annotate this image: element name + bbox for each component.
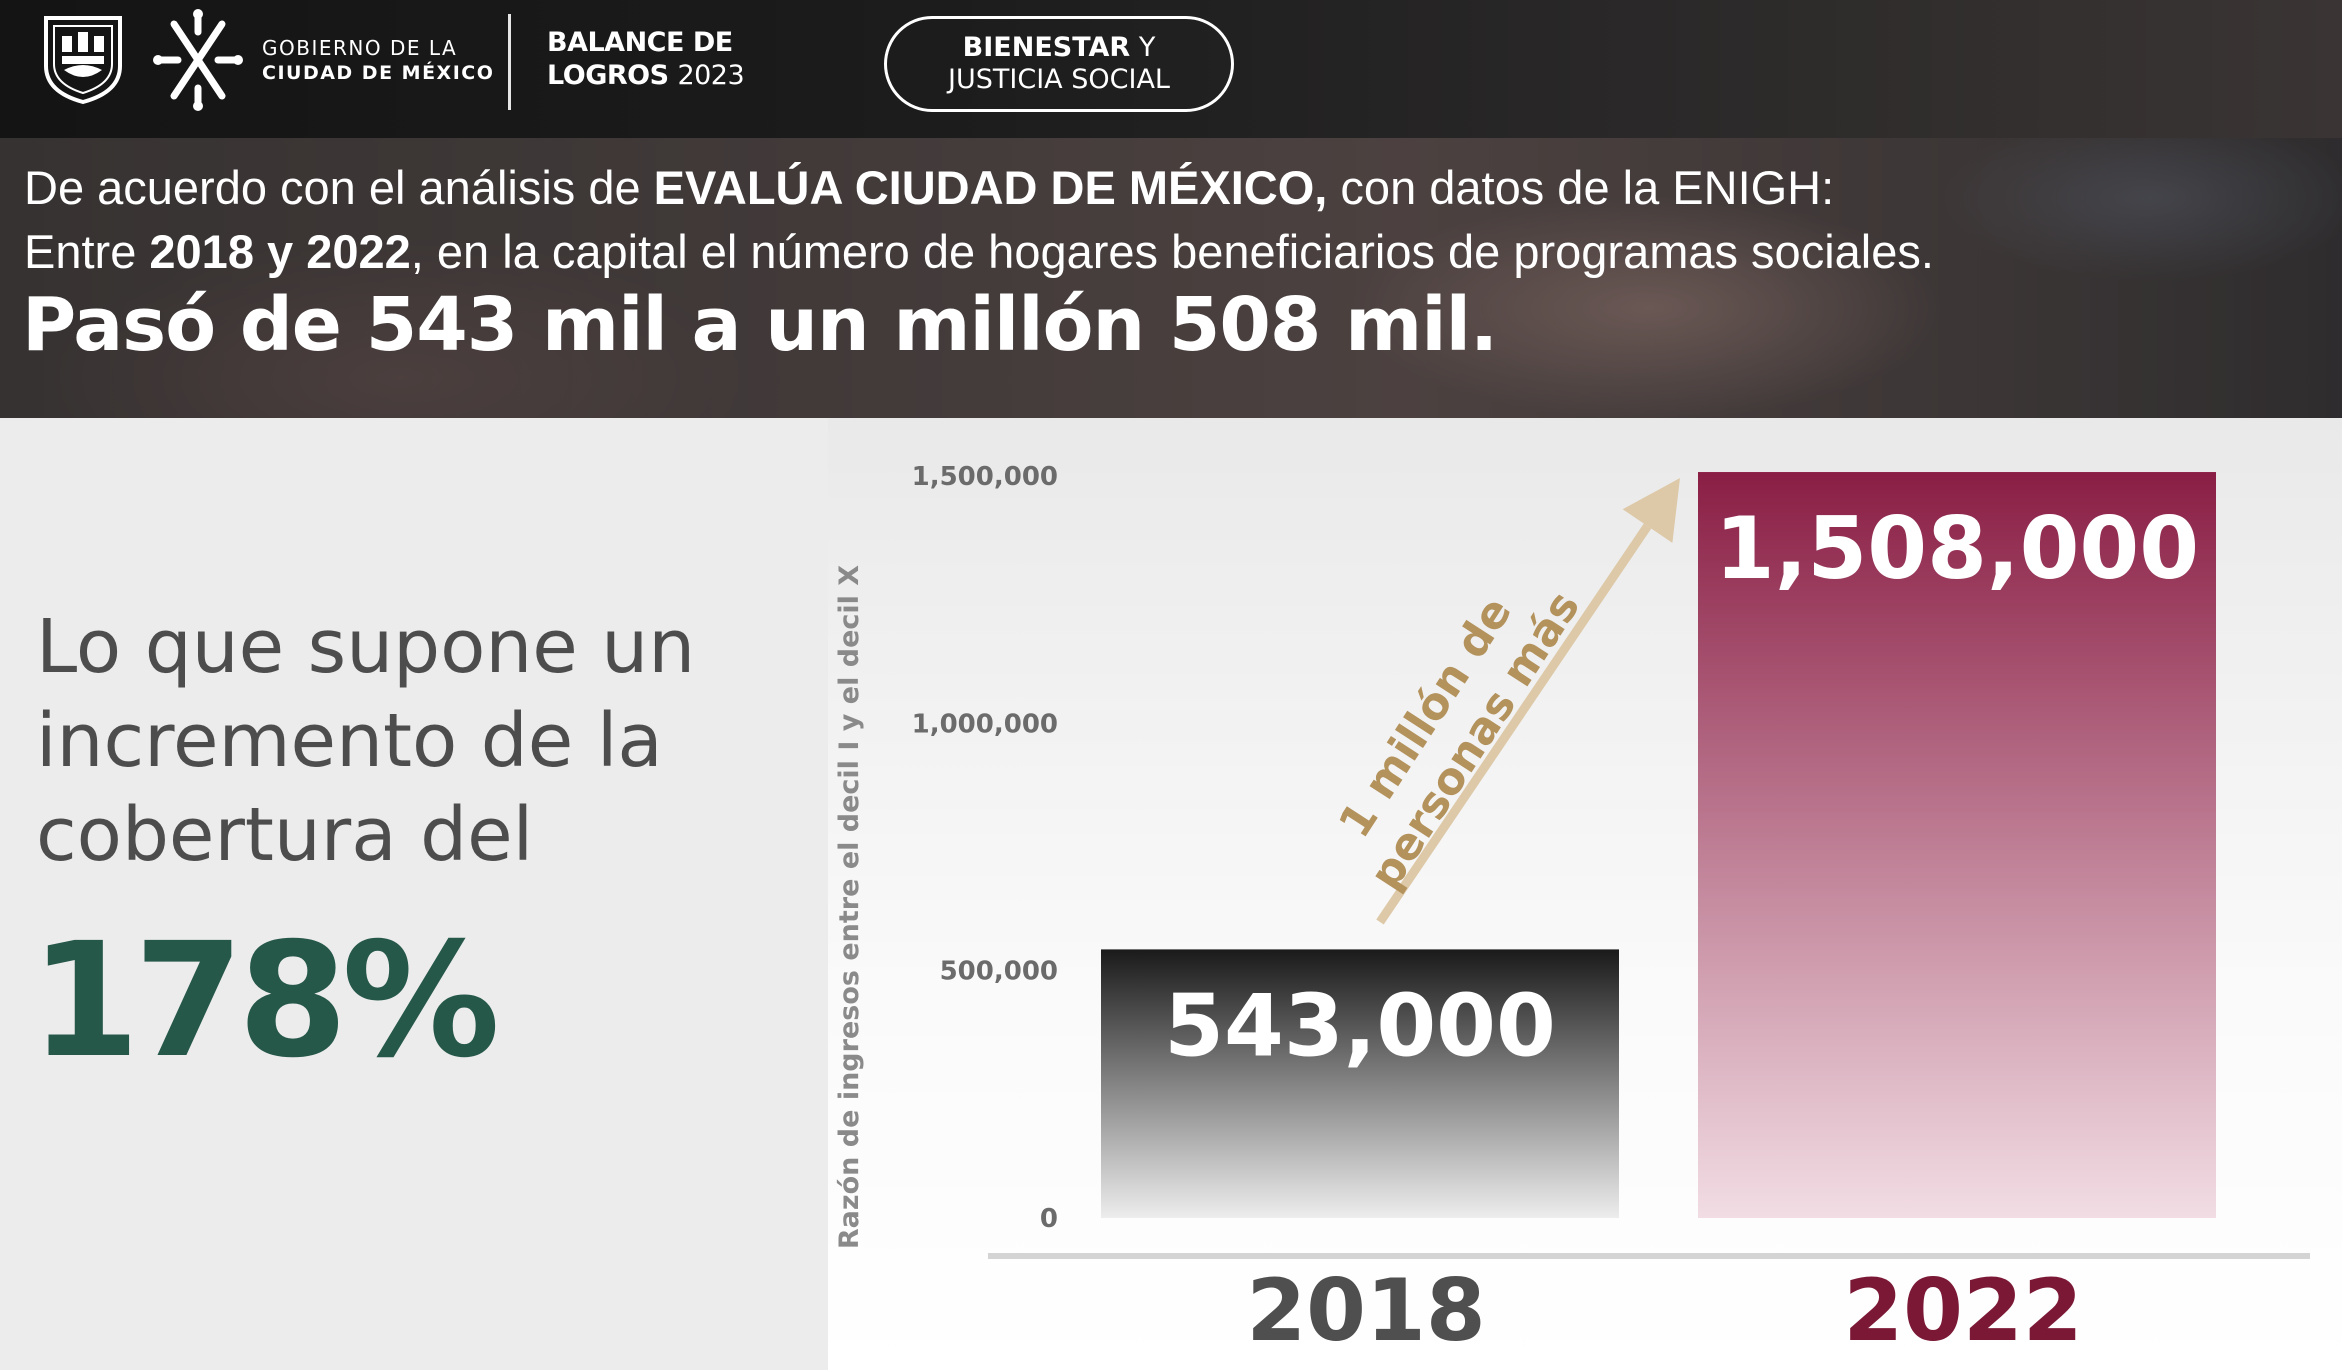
x-category-label: 2022 [1843,1261,2082,1361]
intro-l2-a: Entre [24,225,150,278]
intro-l2-c: , en la capital el número de hogares ben… [410,225,1934,278]
header-divider [508,14,511,110]
y-tick-label: 1,000,000 [912,709,1058,739]
x-category-label: 2018 [1246,1261,1485,1361]
section-pill: BIENESTAR Y JUSTICIA SOCIAL [884,16,1234,112]
coverage-statement: Lo que supone un incremento de la cobert… [36,600,816,882]
intro-l2-b: 2018 y 2022 [149,225,411,278]
coverage-percent: 178% [30,909,500,1093]
report-title: BALANCE DE LOGROS 2023 [547,26,745,92]
pill-bold: BIENESTAR [962,32,1131,63]
intro-l1-a: De acuerdo con el análisis de [24,161,654,214]
headline: Pasó de 543 mil a un millón 508 mil. [22,282,1498,368]
pill-rest: Y [1138,32,1156,63]
statement-line1: Lo que supone un [36,604,696,690]
intro-l1-b: EVALÚA CIUDAD DE MÉXICO, [653,161,1328,214]
gov-line2: CIUDAD DE MÉXICO [262,62,495,84]
cdmx-knot-logo-icon [153,9,243,111]
pill-line2: JUSTICIA SOCIAL [948,64,1170,95]
header-bar: GOBIERNO DE LA CIUDAD DE MÉXICO BALANCE … [0,0,2342,138]
y-tick-label: 1,500,000 [912,462,1058,492]
report-title-line1: BALANCE DE [547,27,733,58]
bar-2018 [1101,949,1619,1218]
government-name: GOBIERNO DE LA CIUDAD DE MÉXICO [262,36,494,86]
y-tick-label: 500,000 [940,957,1058,987]
bar-value-label: 543,000 [1164,976,1556,1076]
bar-value-label: 1,508,000 [1715,499,2199,599]
report-year: 2023 [677,60,745,91]
photo-banner: De acuerdo con el análisis de EVALÚA CIU… [0,138,2342,418]
y-tick-label: 0 [1040,1204,1058,1234]
gov-line1: GOBIERNO DE LA [262,36,458,60]
growth-arrow-head-icon [1622,478,1680,543]
y-axis-label: Razón de ingresos entre el decil I y el … [834,565,865,1249]
growth-arrow-shaft [1376,523,1652,925]
banner-overlay [0,138,2342,418]
annotation-text: 1 millón de personas más [1315,553,1590,898]
statement-line3: cobertura del [36,792,534,878]
left-panel [0,418,828,1370]
intro-text: De acuerdo con el análisis de EVALÚA CIU… [24,156,1934,284]
statement-line2: incremento de la [36,698,663,784]
x-axis-line [988,1253,2310,1259]
cdmx-crest-icon [44,16,122,105]
bar-2022 [1698,472,2216,1218]
report-title-logros: LOGROS [547,60,669,91]
intro-l1-c: con datos de la ENIGH: [1327,161,1835,214]
